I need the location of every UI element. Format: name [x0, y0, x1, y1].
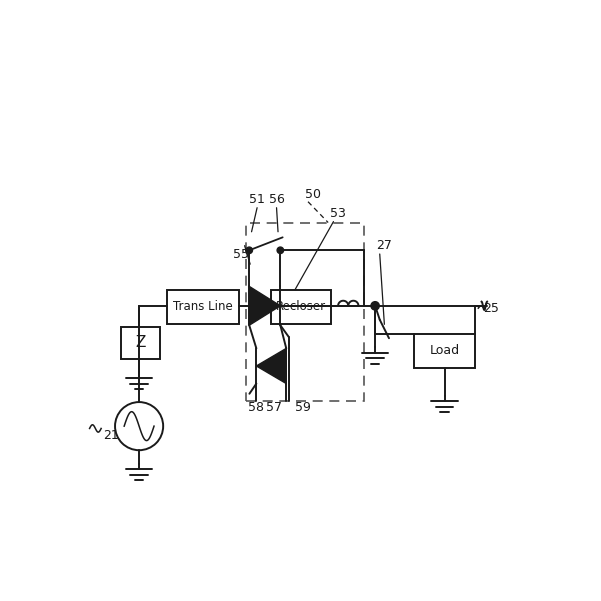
Circle shape	[246, 247, 252, 254]
Polygon shape	[257, 349, 286, 383]
Circle shape	[277, 247, 284, 254]
Circle shape	[371, 302, 379, 310]
Bar	[246, 222, 364, 401]
Text: 55: 55	[233, 248, 249, 261]
Text: 59: 59	[296, 401, 311, 414]
Text: Load: Load	[430, 344, 460, 358]
Text: 53: 53	[330, 207, 346, 220]
Text: 27: 27	[376, 239, 392, 252]
Bar	[121, 327, 160, 359]
Text: Z: Z	[135, 335, 145, 350]
Text: 58: 58	[248, 401, 264, 414]
Text: Trans Line: Trans Line	[173, 300, 233, 314]
Text: 57: 57	[266, 401, 282, 414]
Text: 21: 21	[103, 429, 119, 442]
Bar	[415, 334, 475, 368]
Bar	[167, 290, 239, 325]
Text: 25: 25	[483, 302, 499, 315]
Text: 56: 56	[269, 193, 284, 206]
Text: Recloser: Recloser	[276, 300, 326, 314]
Polygon shape	[249, 287, 280, 325]
Text: 50: 50	[305, 188, 321, 201]
Bar	[271, 290, 331, 325]
Text: 51: 51	[249, 193, 265, 206]
